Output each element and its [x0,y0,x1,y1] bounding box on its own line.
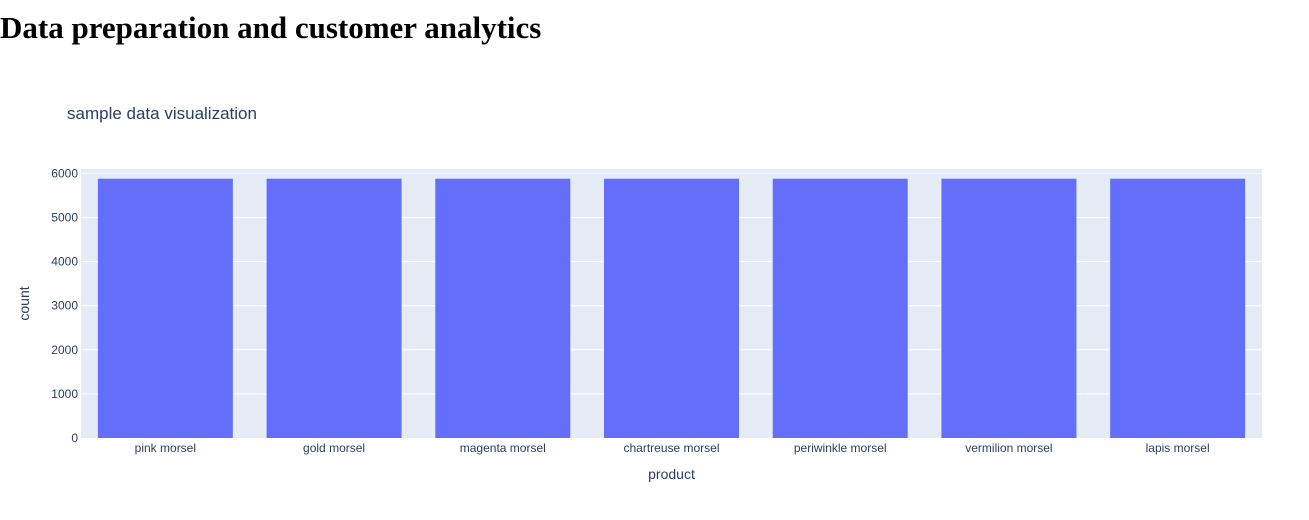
y-tick-label: 0 [71,431,78,445]
x-tick-label: chartreuse morsel [623,441,719,455]
bar-magenta-morsel[interactable] [435,178,571,438]
y-tick-label: 6000 [51,166,78,180]
y-axis-title: count [16,286,32,320]
y-axis-ticks: 0 1000 2000 3000 4000 5000 6000 [51,166,78,445]
x-tick-label: lapis morsel [1146,441,1210,455]
bar-gold-morsel[interactable] [266,178,402,438]
x-axis-title: product [648,466,695,482]
page-heading: Data preparation and customer analytics [0,10,542,45]
bar-periwinkle-morsel[interactable] [772,178,908,438]
x-tick-label: gold morsel [303,441,365,455]
x-tick-label: periwinkle morsel [794,441,887,455]
x-axis-ticks: pink morsel gold morsel magenta morsel char… [135,441,1210,455]
x-tick-label: magenta morsel [460,441,546,455]
bar-lapis-morsel[interactable] [1110,178,1246,438]
y-tick-label: 1000 [51,387,78,401]
bar-vermilion-morsel[interactable] [941,178,1077,438]
chart-title: sample data visualization [67,104,257,123]
y-tick-label: 2000 [51,343,78,357]
bar-pink-morsel[interactable] [97,178,233,438]
x-tick-label: vermilion morsel [965,441,1052,455]
y-tick-label: 4000 [51,255,78,269]
y-tick-label: 3000 [51,299,78,313]
bar-chartreuse-morsel[interactable] [604,178,739,438]
x-tick-label: pink morsel [135,441,196,455]
y-tick-label: 5000 [51,211,78,225]
bars [97,178,1246,438]
